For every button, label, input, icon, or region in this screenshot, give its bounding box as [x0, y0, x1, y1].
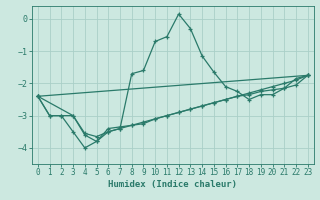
X-axis label: Humidex (Indice chaleur): Humidex (Indice chaleur): [108, 180, 237, 189]
